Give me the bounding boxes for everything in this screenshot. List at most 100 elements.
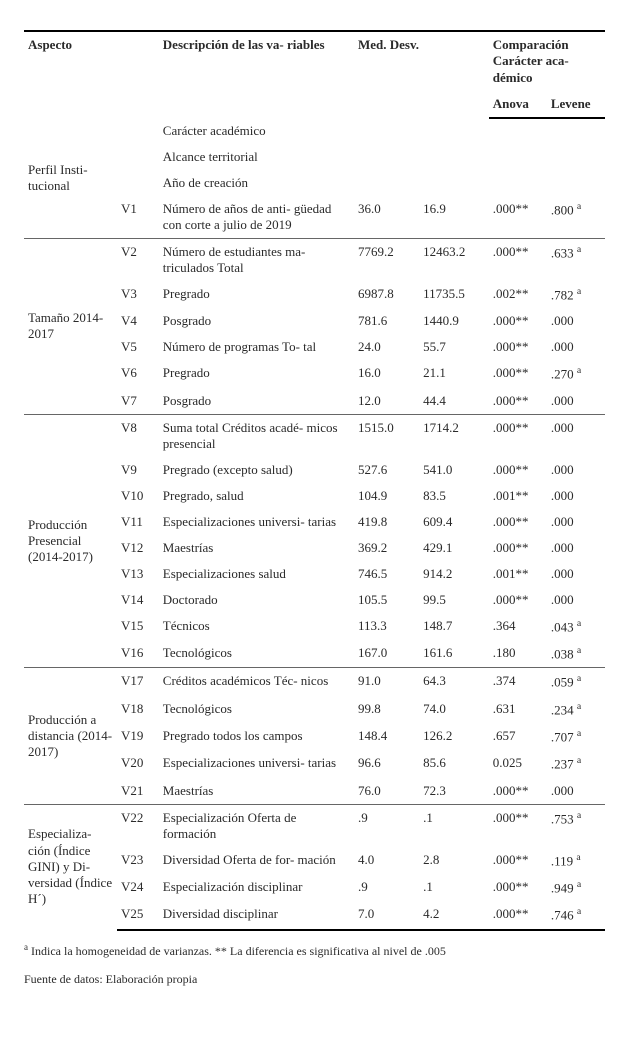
levene-cell: .000 <box>547 334 605 360</box>
anova-cell: .000** <box>489 239 547 282</box>
var-cell: V15 <box>117 613 159 640</box>
anova-cell <box>489 170 547 196</box>
anova-cell: .657 <box>489 723 547 750</box>
anova-cell: .000** <box>489 535 547 561</box>
desv-cell: 429.1 <box>419 535 489 561</box>
med-cell: 419.8 <box>354 509 419 535</box>
anova-cell: .364 <box>489 613 547 640</box>
anova-cell: .001** <box>489 483 547 509</box>
anova-cell: .631 <box>489 696 547 723</box>
desv-cell: 16.9 <box>419 196 489 239</box>
levene-cell: .000 <box>547 457 605 483</box>
med-cell: 16.0 <box>354 360 419 387</box>
desv-cell: 72.3 <box>419 778 489 805</box>
desv-cell: 55.7 <box>419 334 489 360</box>
levene-cell: .707 a <box>547 723 605 750</box>
levene-cell: .119 a <box>547 847 605 874</box>
levene-cell: .000 <box>547 509 605 535</box>
aspect-cell: Especializa- ción (Índice GINI) y Di- ve… <box>24 804 117 929</box>
var-cell: V24 <box>117 874 159 901</box>
anova-cell: .000** <box>489 457 547 483</box>
levene-cell: .746 a <box>547 901 605 929</box>
med-cell: 6987.8 <box>354 281 419 308</box>
table-row: Especializa- ción (Índice GINI) y Di- ve… <box>24 804 605 847</box>
desc-cell: Tecnológicos <box>159 696 354 723</box>
variables-table: Aspecto Descripción de las va- riables M… <box>24 30 605 931</box>
var-cell: V12 <box>117 535 159 561</box>
desv-cell: 161.6 <box>419 640 489 668</box>
desc-cell: Técnicos <box>159 613 354 640</box>
var-cell <box>117 170 159 196</box>
levene-sup: a <box>577 673 581 684</box>
aspect-cell: Producción a distancia (2014-2017) <box>24 668 117 804</box>
desc-cell: Pregrado, salud <box>159 483 354 509</box>
desc-cell: Diversidad Oferta de for- mación <box>159 847 354 874</box>
desv-cell: 44.4 <box>419 388 489 415</box>
desc-cell: Especializaciones universi- tarias <box>159 750 354 777</box>
desv-cell: 2.8 <box>419 847 489 874</box>
var-cell: V18 <box>117 696 159 723</box>
desv-cell <box>419 118 489 144</box>
var-cell: V17 <box>117 668 159 696</box>
med-cell: 527.6 <box>354 457 419 483</box>
med-cell: 99.8 <box>354 696 419 723</box>
footnote-2: Fuente de datos: Elaboración propia <box>24 970 605 988</box>
desv-cell <box>419 144 489 170</box>
desc-cell: Diversidad disciplinar <box>159 901 354 929</box>
levene-sup: a <box>577 365 581 376</box>
table-body: Perfil Insti- tucionalCarácter académico… <box>24 118 605 930</box>
desv-cell <box>419 170 489 196</box>
desc-cell: Suma total Créditos acadé- micos presenc… <box>159 414 354 457</box>
levene-cell: .270 a <box>547 360 605 387</box>
anova-cell <box>489 118 547 144</box>
desv-cell: 21.1 <box>419 360 489 387</box>
var-cell: V22 <box>117 804 159 847</box>
levene-sup: a <box>577 728 581 739</box>
desv-cell: 914.2 <box>419 561 489 587</box>
med-cell: 91.0 <box>354 668 419 696</box>
levene-sup: a <box>577 906 581 917</box>
med-cell: 781.6 <box>354 308 419 334</box>
levene-cell <box>547 144 605 170</box>
levene-cell <box>547 170 605 196</box>
levene-sup: a <box>576 852 580 863</box>
anova-cell: .000** <box>489 901 547 929</box>
levene-cell: .000 <box>547 561 605 587</box>
desc-cell: Especializaciones salud <box>159 561 354 587</box>
var-cell: V13 <box>117 561 159 587</box>
levene-sup: a <box>577 755 581 766</box>
desc-cell: Doctorado <box>159 587 354 613</box>
var-cell: V5 <box>117 334 159 360</box>
var-cell: V25 <box>117 901 159 929</box>
levene-cell: .000 <box>547 587 605 613</box>
desc-cell: Maestrías <box>159 778 354 805</box>
med-cell <box>354 118 419 144</box>
desv-cell: 74.0 <box>419 696 489 723</box>
levene-cell: .237 a <box>547 750 605 777</box>
desc-cell: Número de años de anti- güedad con corte… <box>159 196 354 239</box>
desc-cell: Especialización Oferta de formación <box>159 804 354 847</box>
var-cell: V2 <box>117 239 159 282</box>
col-aspect: Aspecto <box>24 31 159 118</box>
anova-cell: .000** <box>489 847 547 874</box>
med-cell: 24.0 <box>354 334 419 360</box>
anova-cell: .000** <box>489 509 547 535</box>
table-row: Producción Presencial (2014-2017)V8Suma … <box>24 414 605 457</box>
med-cell: 7.0 <box>354 901 419 929</box>
desv-cell: 148.7 <box>419 613 489 640</box>
aspect-cell: Perfil Insti- tucional <box>24 118 117 239</box>
levene-cell: .000 <box>547 483 605 509</box>
desc-cell: Pregrado (excepto salud) <box>159 457 354 483</box>
desv-cell: 1440.9 <box>419 308 489 334</box>
desv-cell: .1 <box>419 874 489 901</box>
med-cell: 12.0 <box>354 388 419 415</box>
var-cell <box>117 118 159 144</box>
var-cell: V8 <box>117 414 159 457</box>
anova-cell: .000** <box>489 414 547 457</box>
desc-cell: Pregrado todos los campos <box>159 723 354 750</box>
med-cell: 369.2 <box>354 535 419 561</box>
desc-cell: Créditos académicos Téc- nicos <box>159 668 354 696</box>
desc-cell: Tecnológicos <box>159 640 354 668</box>
desc-cell: Número de estudiantes ma- triculados Tot… <box>159 239 354 282</box>
var-cell: V10 <box>117 483 159 509</box>
